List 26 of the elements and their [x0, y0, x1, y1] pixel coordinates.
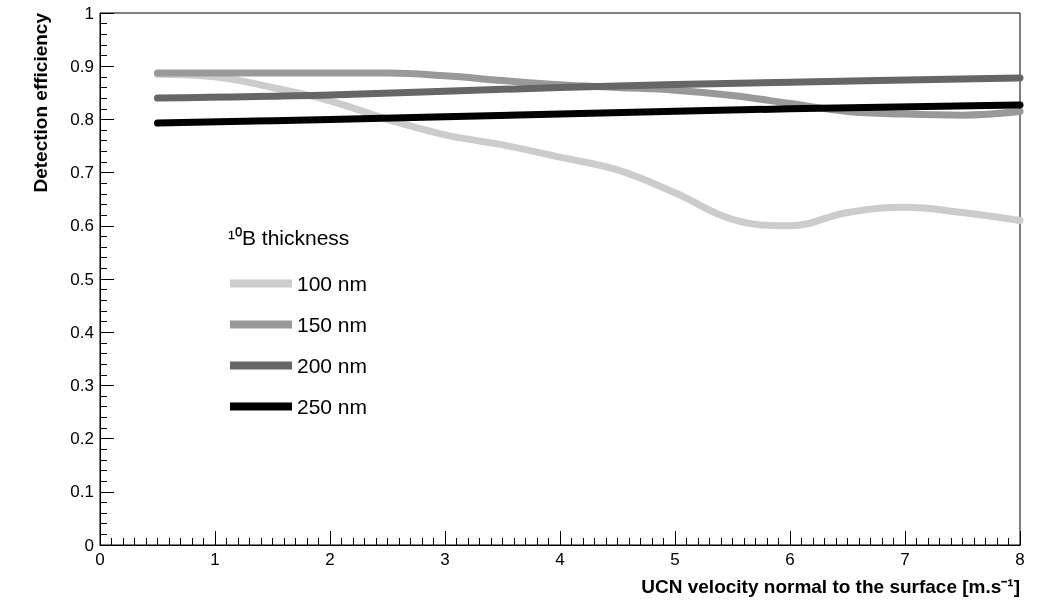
y-tick-label: 1: [84, 3, 94, 23]
x-tick-label: 8: [1015, 550, 1025, 569]
legend-label: 100 nm: [297, 272, 368, 295]
legend-title: ¹⁰B thickness: [228, 226, 350, 249]
x-axis-title: UCN velocity normal to the surface [m.s⁻¹]: [641, 576, 1020, 597]
y-tick-label: 0.9: [70, 56, 94, 76]
y-tick-label: 0.3: [70, 375, 94, 395]
y-tick-label: 0.7: [70, 163, 94, 183]
y-axis-title: Detection efficiency: [30, 12, 51, 193]
x-tick-label: 7: [900, 550, 910, 569]
legend-label: 200 nm: [297, 354, 368, 377]
y-tick-label: 0.1: [70, 482, 94, 502]
y-tick-label: 0: [84, 535, 94, 555]
x-tick-label: 3: [440, 550, 450, 569]
x-tick-label: 1: [210, 550, 220, 569]
x-tick-label: 5: [670, 550, 680, 569]
y-tick-label: 0.4: [70, 322, 94, 342]
legend-label: 250 nm: [297, 395, 368, 418]
x-tick-label: 6: [785, 550, 795, 569]
legend-label: 150 nm: [297, 313, 368, 336]
x-tick-label: 4: [555, 550, 565, 569]
x-tick-label: 2: [325, 550, 335, 569]
y-tick-label: 0.5: [70, 269, 94, 289]
y-tick-label: 0.8: [70, 109, 94, 129]
y-tick-label: 0.2: [70, 429, 94, 449]
y-tick-label: 0.6: [70, 216, 94, 236]
